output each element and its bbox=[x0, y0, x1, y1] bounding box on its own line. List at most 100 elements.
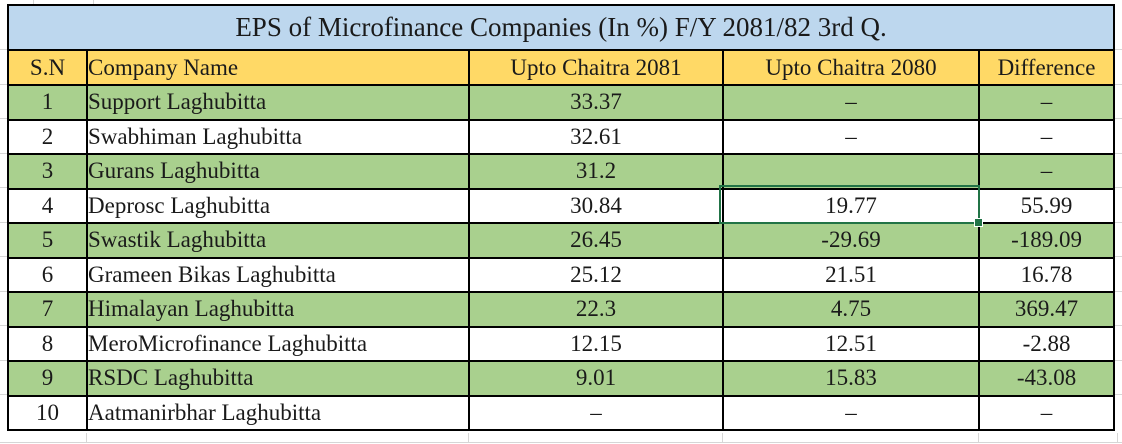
table-row: 3 Gurans Laghubitta 31.2 – bbox=[7, 153, 1116, 190]
cell-sn[interactable]: 3 bbox=[7, 153, 88, 190]
cell-2080[interactable]: – bbox=[722, 118, 980, 155]
cell-sn[interactable]: 5 bbox=[7, 222, 88, 259]
cell-2080[interactable]: 15.83 bbox=[722, 360, 980, 397]
gridline bbox=[0, 291, 7, 292]
cell-sn[interactable]: 7 bbox=[7, 291, 88, 328]
table-row: 7 Himalayan Laghubitta 22.3 4.75 369.47 bbox=[7, 291, 1116, 328]
cell-2081[interactable]: 33.37 bbox=[468, 84, 724, 121]
cell-diff[interactable]: – bbox=[977, 153, 1116, 190]
cell-2081[interactable]: – bbox=[468, 394, 724, 431]
gridline bbox=[722, 433, 723, 442]
column-header-company[interactable]: Company Name bbox=[86, 49, 470, 86]
cell-company[interactable]: Aatmanirbhar Laghubitta bbox=[86, 394, 470, 431]
cell-diff[interactable]: 55.99 bbox=[977, 187, 1116, 224]
table-row: 9 RSDC Laghubitta 9.01 15.83 -43.08 bbox=[7, 360, 1116, 397]
cell-2081[interactable]: 32.61 bbox=[468, 118, 724, 155]
cell-company[interactable]: Himalayan Laghubitta bbox=[86, 291, 470, 328]
cell-company[interactable]: Deprosc Laghubitta bbox=[86, 187, 470, 224]
gridline bbox=[1117, 433, 1118, 442]
gridline bbox=[0, 442, 1122, 443]
cell-sn[interactable]: 8 bbox=[7, 325, 88, 362]
column-header-2081[interactable]: Upto Chaitra 2081 bbox=[468, 49, 724, 86]
cell-sn[interactable]: 2 bbox=[7, 118, 88, 155]
cell-company[interactable]: Support Laghubitta bbox=[86, 84, 470, 121]
cell-company[interactable]: Swastik Laghubitta bbox=[86, 222, 470, 259]
table-row: 5 Swastik Laghubitta 26.45 -29.69 -189.0… bbox=[7, 222, 1116, 259]
table-row: 10 Aatmanirbhar Laghubitta – – – bbox=[7, 394, 1116, 431]
gridline bbox=[0, 222, 7, 223]
cell-2080[interactable]: – bbox=[722, 84, 980, 121]
cell-company[interactable]: RSDC Laghubitta bbox=[86, 360, 470, 397]
cell-2081[interactable]: 12.15 bbox=[468, 325, 724, 362]
cell-2080[interactable]: 21.51 bbox=[722, 256, 980, 293]
gridline bbox=[0, 118, 7, 119]
gridline bbox=[1115, 360, 1122, 361]
cell-2081[interactable]: 22.3 bbox=[468, 291, 724, 328]
table-row: 8 MeroMicrofinance Laghubitta 12.15 12.5… bbox=[7, 325, 1116, 362]
cell-company[interactable]: Gurans Laghubitta bbox=[86, 153, 470, 190]
gridline bbox=[1115, 222, 1122, 223]
table-row: 4 Deprosc Laghubitta 30.84 19.77 55.99 bbox=[7, 187, 1116, 224]
cell-diff[interactable]: – bbox=[977, 118, 1116, 155]
cell-diff[interactable]: 16.78 bbox=[977, 256, 1116, 293]
table-title-cell[interactable]: EPS of Microfinance Companies (In %) F/Y… bbox=[6, 4, 1116, 51]
gridline bbox=[1115, 394, 1122, 395]
cell-company[interactable]: MeroMicrofinance Laghubitta bbox=[86, 325, 470, 362]
cell-diff[interactable]: 369.47 bbox=[977, 291, 1116, 328]
table-row: 1 Support Laghubitta 33.37 – – bbox=[7, 84, 1116, 121]
header-row: S.N Company Name Upto Chaitra 2081 Upto … bbox=[7, 49, 1116, 86]
column-header-sn[interactable]: S.N bbox=[7, 49, 88, 86]
cell-sn[interactable]: 10 bbox=[7, 394, 88, 431]
cell-company[interactable]: Swabhiman Laghubitta bbox=[86, 118, 470, 155]
cell-2081[interactable]: 26.45 bbox=[468, 222, 724, 259]
cell-diff[interactable]: – bbox=[977, 84, 1116, 121]
gridline bbox=[1115, 49, 1122, 50]
gridline bbox=[1115, 187, 1122, 188]
cell-diff[interactable]: -189.09 bbox=[977, 222, 1116, 259]
column-header-diff[interactable]: Difference bbox=[977, 49, 1116, 86]
column-header-2080[interactable]: Upto Chaitra 2080 bbox=[722, 49, 980, 86]
cell-company[interactable]: Grameen Bikas Laghubitta bbox=[86, 256, 470, 293]
gridline bbox=[0, 49, 7, 50]
gridline bbox=[1115, 325, 1122, 326]
cell-sn[interactable]: 9 bbox=[7, 360, 88, 397]
cell-2081[interactable]: 9.01 bbox=[468, 360, 724, 397]
gridline bbox=[1115, 153, 1122, 154]
cell-2080[interactable]: -29.69 bbox=[722, 222, 980, 259]
gridline bbox=[0, 325, 7, 326]
gridline bbox=[1115, 256, 1122, 257]
cell-2081[interactable]: 31.2 bbox=[468, 153, 724, 190]
gridline bbox=[468, 433, 469, 442]
gridline bbox=[0, 394, 7, 395]
cell-2081[interactable]: 30.84 bbox=[468, 187, 724, 224]
cell-diff[interactable]: – bbox=[977, 394, 1116, 431]
cell-2080[interactable]: 4.75 bbox=[722, 291, 980, 328]
cell-sn[interactable]: 6 bbox=[7, 256, 88, 293]
cell-2080[interactable] bbox=[722, 153, 980, 190]
gridline bbox=[1115, 84, 1122, 85]
eps-table: EPS of Microfinance Companies (In %) F/Y… bbox=[6, 4, 1116, 431]
table-row: 2 Swabhiman Laghubitta 32.61 – – bbox=[7, 118, 1116, 155]
gridline bbox=[0, 360, 7, 361]
gridline bbox=[86, 433, 87, 442]
cell-diff[interactable]: -2.88 bbox=[977, 325, 1116, 362]
gridline bbox=[1115, 291, 1122, 292]
cell-sn[interactable]: 1 bbox=[7, 84, 88, 121]
cell-2080[interactable]: 12.51 bbox=[722, 325, 980, 362]
cell-diff[interactable]: -43.08 bbox=[977, 360, 1116, 397]
table-row: EPS of Microfinance Companies (In %) F/Y… bbox=[6, 4, 1116, 51]
gridline bbox=[0, 256, 7, 257]
gridline bbox=[0, 84, 7, 85]
gridline bbox=[0, 187, 7, 188]
cell-2081[interactable]: 25.12 bbox=[468, 256, 724, 293]
gridline bbox=[93, 0, 94, 4]
cell-sn[interactable]: 4 bbox=[7, 187, 88, 224]
cell-2080 selected-cell[interactable]: 19.77 bbox=[722, 187, 980, 224]
fill-handle[interactable] bbox=[974, 218, 983, 227]
cell-2080[interactable]: – bbox=[722, 394, 980, 431]
gridline bbox=[33, 0, 34, 4]
gridline bbox=[0, 153, 7, 154]
table-row: 6 Grameen Bikas Laghubitta 25.12 21.51 1… bbox=[7, 256, 1116, 293]
gridline bbox=[978, 433, 979, 442]
